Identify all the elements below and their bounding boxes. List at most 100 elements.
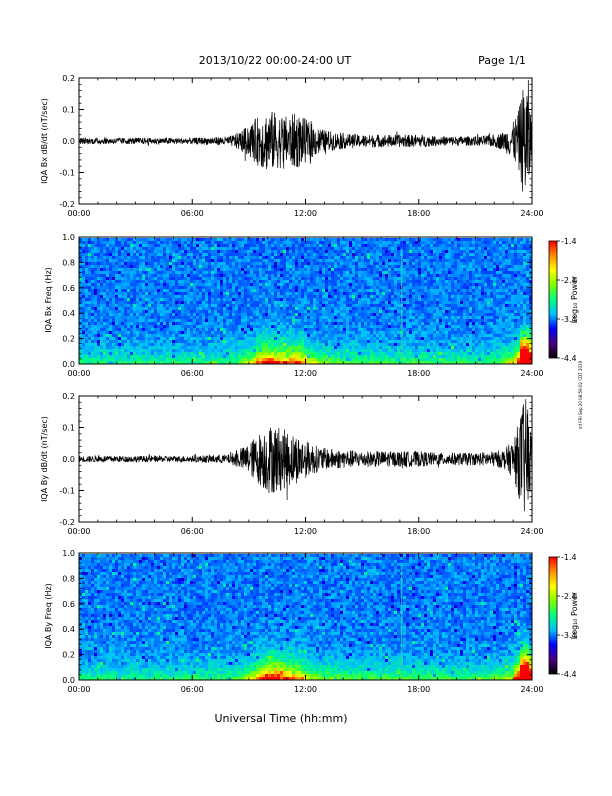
spectrogram-cell — [241, 316, 244, 319]
spectrogram-cell — [157, 316, 160, 319]
spectrogram-cell — [247, 301, 250, 304]
spectrogram-cell — [103, 310, 106, 313]
spectrogram-cell — [370, 262, 373, 265]
spectrogram-cell — [256, 301, 259, 304]
spectrogram-cell — [352, 331, 355, 334]
spectrogram-cell — [166, 250, 169, 253]
spectrogram-cell — [217, 304, 220, 307]
spectrogram-cell — [196, 310, 199, 313]
spectrogram-cell — [253, 274, 256, 277]
spectrogram-cell — [142, 256, 145, 259]
spectrogram-cell — [130, 322, 133, 325]
spectrogram-cell — [187, 355, 190, 358]
spectrogram-cell — [232, 358, 235, 361]
spectrogram-cell — [214, 340, 217, 343]
spectrogram-cell — [238, 304, 241, 307]
spectrogram-cell — [205, 274, 208, 277]
spectrogram-cell — [298, 256, 301, 259]
spectrogram-cell — [115, 271, 118, 274]
spectrogram-cell — [283, 325, 286, 328]
spectrogram-cell — [379, 265, 382, 268]
spectrogram-cell — [178, 349, 181, 352]
spectrogram-cell — [427, 352, 430, 355]
spectrogram-cell — [424, 295, 427, 298]
spectrogram-cell — [268, 274, 271, 277]
spectrogram-cell — [265, 334, 268, 337]
spectrogram-cell — [133, 244, 136, 247]
spectrogram-cell — [355, 304, 358, 307]
spectrogram-cell — [310, 238, 313, 241]
spectrogram-cell — [346, 271, 349, 274]
spectrogram-cell — [370, 271, 373, 274]
spectrogram-cell — [85, 280, 88, 283]
spectrogram-cell — [364, 337, 367, 340]
spectrogram-cell — [358, 331, 361, 334]
spectrogram-cell — [394, 298, 397, 301]
spectrogram-cell — [337, 313, 340, 316]
spectrogram-cell — [178, 337, 181, 340]
spectrogram-cell — [202, 316, 205, 319]
spectrogram-cell — [127, 271, 130, 274]
spectrogram-cell — [343, 253, 346, 256]
spectrogram-cell — [238, 319, 241, 322]
spectrogram-cell — [391, 316, 394, 319]
spectrogram-cell — [88, 247, 91, 250]
spectrogram-cell — [298, 301, 301, 304]
spectrogram-cell — [349, 358, 352, 361]
spectrogram-cell — [163, 259, 166, 262]
spectrogram-cell — [403, 292, 406, 295]
spectrogram-cell — [355, 271, 358, 274]
spectrogram-cell — [184, 304, 187, 307]
spectrogram-cell — [184, 325, 187, 328]
spectrogram-cell — [256, 343, 259, 346]
spectrogram-cell — [241, 319, 244, 322]
spectrogram-cell — [118, 334, 121, 337]
spectrogram-cell — [313, 283, 316, 286]
spectrogram-cell — [394, 280, 397, 283]
spectrogram-cell — [256, 292, 259, 295]
spectrogram-cell — [319, 358, 322, 361]
spectrogram-cell — [250, 343, 253, 346]
spectrogram-cell — [415, 295, 418, 298]
spectrogram-cell — [223, 262, 226, 265]
spectrogram-cell — [247, 259, 250, 262]
spectrogram-cell — [274, 292, 277, 295]
spectrogram-cell — [142, 280, 145, 283]
spectrogram-cell — [157, 259, 160, 262]
spectrogram-cell — [106, 298, 109, 301]
spectrogram-cell — [97, 277, 100, 280]
spectrogram-cell — [199, 277, 202, 280]
spectrogram-cell — [385, 265, 388, 268]
spectrogram-cell — [94, 316, 97, 319]
spectrogram-cell — [352, 355, 355, 358]
spectrogram-cell — [412, 259, 415, 262]
spectrogram-cell — [130, 334, 133, 337]
spectrogram-cell — [247, 340, 250, 343]
spectrogram-cell — [262, 349, 265, 352]
spectrogram-cell — [331, 262, 334, 265]
spectrogram-cell — [280, 289, 283, 292]
spectrogram-cell — [238, 331, 241, 334]
spectrogram-cell — [244, 325, 247, 328]
spectrogram-cell — [415, 244, 418, 247]
spectrogram-cell — [394, 253, 397, 256]
spectrogram-cell — [358, 259, 361, 262]
spectrogram-cell — [256, 358, 259, 361]
spectrogram-cell — [289, 259, 292, 262]
spectrogram-cell — [289, 304, 292, 307]
spectrogram-cell — [262, 358, 265, 361]
spectrogram-cell — [238, 307, 241, 310]
spectrogram-cell — [358, 307, 361, 310]
spectrogram-cell — [385, 355, 388, 358]
spectrogram-cell — [91, 289, 94, 292]
spectrogram-cell — [301, 280, 304, 283]
spectrogram-cell — [97, 346, 100, 349]
spectrogram-cell — [193, 316, 196, 319]
spectrogram-cell — [97, 316, 100, 319]
spectrogram-cell — [97, 280, 100, 283]
spectrogram-cell — [205, 280, 208, 283]
spectrogram-cell — [157, 310, 160, 313]
spectrogram-cell — [289, 250, 292, 253]
spectrogram-cell — [406, 307, 409, 310]
spectrogram-cell — [346, 334, 349, 337]
